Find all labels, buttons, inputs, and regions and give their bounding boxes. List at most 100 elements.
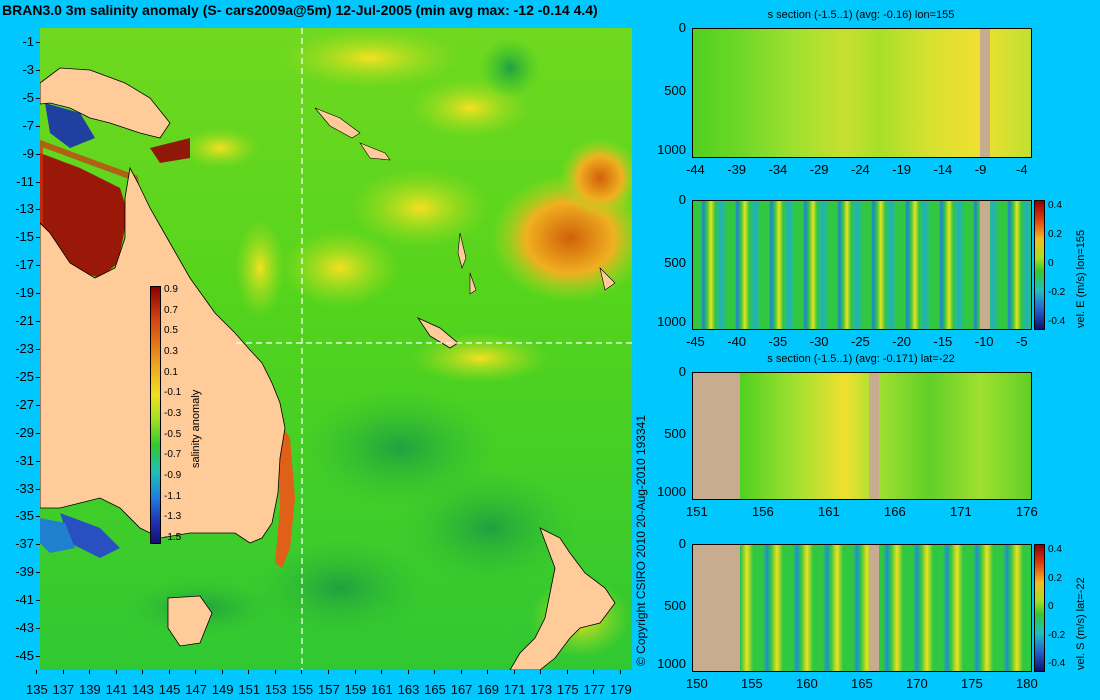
velocity-colorbar-tick: -0.4 xyxy=(1048,316,1066,327)
lon-tick-label: 169 xyxy=(477,682,499,697)
lat-tick-label: -3 xyxy=(22,61,34,77)
velocity-colorbar-tick: 0.2 xyxy=(1048,229,1062,240)
section-x-tick-label: 171 xyxy=(950,504,972,519)
lon-tick-label: 177 xyxy=(583,682,606,697)
lat-tick-label: -13 xyxy=(15,201,34,217)
section-x-tick-label: -30 xyxy=(809,334,829,349)
lon-tick-label: 173 xyxy=(530,682,553,697)
section-x-tick-label: -4 xyxy=(1016,162,1028,177)
depth-tick-label: 1000 xyxy=(657,142,686,157)
depth-tick-label: 500 xyxy=(664,426,686,441)
lon-tick-mark xyxy=(593,670,595,674)
section-plot xyxy=(692,372,1032,500)
lon-tick-label: 179 xyxy=(610,682,632,697)
section-x-tick-label: 160 xyxy=(796,676,818,691)
lon-tick-label: 141 xyxy=(105,682,128,697)
lon-tick-mark xyxy=(328,670,329,674)
section-x-tick-label: -45 xyxy=(686,334,705,349)
lat-tick-mark xyxy=(36,237,40,239)
lat-tick-label: -9 xyxy=(22,145,34,161)
lon-tick-mark xyxy=(434,670,436,674)
lat-tick-label: -41 xyxy=(15,592,34,608)
lon-tick-label: 149 xyxy=(211,682,234,697)
section-plot xyxy=(692,200,1032,330)
velocity-colorbar-label: vel. E (m/s) lon=155 xyxy=(1075,229,1087,328)
section-x-tick-label: -25 xyxy=(851,334,870,349)
lat-tick-mark xyxy=(36,321,40,323)
lat-tick-mark xyxy=(36,600,40,602)
section-x-tick-label: -39 xyxy=(727,162,747,177)
lat-tick-label: -35 xyxy=(15,508,34,524)
section-x-tick-label: -24 xyxy=(851,162,870,177)
lon-tick-mark xyxy=(301,670,303,674)
velocity-colorbar-label: vel. S (m/s) lat=-22 xyxy=(1075,577,1087,670)
velocity-colorbar-tick: 0 xyxy=(1048,601,1054,612)
lon-tick-label: 135 xyxy=(26,682,48,697)
land-mask xyxy=(693,373,741,499)
section-x-tick-label: -29 xyxy=(809,162,829,177)
velocity-colorbar-tick: -0.4 xyxy=(1048,658,1066,669)
velocity-colorbar-tick: 0.4 xyxy=(1048,200,1062,211)
lon-tick-label: 163 xyxy=(397,682,420,697)
lat-tick-label: -27 xyxy=(15,396,34,412)
lat-tick-mark xyxy=(36,265,40,267)
lat-tick-label: -31 xyxy=(15,452,34,468)
velocity-colorbar-tick: -0.2 xyxy=(1048,629,1066,641)
section-x-tick-label: 151 xyxy=(686,504,708,519)
lat-tick-label: -33 xyxy=(15,480,34,496)
lon-tick-label: 157 xyxy=(318,682,340,697)
lat-tick-label: -37 xyxy=(15,536,34,552)
lat-tick-mark xyxy=(36,488,40,490)
lon-tick-mark xyxy=(381,670,383,674)
lat-tick-label: -45 xyxy=(15,648,34,663)
lon-tick-mark xyxy=(89,670,91,674)
velocity-colorbar-tick: -0.2 xyxy=(1048,287,1066,298)
lat-tick-mark xyxy=(36,460,40,462)
lat-tick-label: -39 xyxy=(15,564,34,580)
lat-tick-mark xyxy=(36,153,40,155)
section-x-tick-label: -9 xyxy=(974,162,987,177)
section-x-tick-label: -15 xyxy=(933,334,953,349)
lon-tick-label: 139 xyxy=(79,682,101,697)
section-x-tick-label: 166 xyxy=(884,504,906,519)
lon-tick-mark xyxy=(36,670,37,674)
section-x-tick-label: 165 xyxy=(851,676,873,691)
map-colorbar-tick: -0.5 xyxy=(164,428,182,440)
lon-tick-mark xyxy=(195,670,197,674)
lat-tick-label: -15 xyxy=(15,229,34,245)
map-colorbar-tick: -1.3 xyxy=(164,511,182,523)
lat-tick-mark xyxy=(36,181,40,183)
lat-tick-label: -19 xyxy=(15,285,34,301)
map-colorbar-tick: -0.9 xyxy=(164,470,182,481)
depth-tick-label: 500 xyxy=(664,598,686,613)
section-x-tick-label: -35 xyxy=(768,334,788,349)
lat-tick-label: -23 xyxy=(15,341,34,356)
lat-tick-mark xyxy=(36,572,40,574)
section-x-tick-label: 155 xyxy=(741,676,763,691)
section-x-tick-label: 161 xyxy=(818,504,840,519)
depth-tick-label: 1000 xyxy=(657,314,686,329)
section-plot xyxy=(692,544,1032,672)
map-canvas xyxy=(40,28,632,670)
section-x-tick-label: 156 xyxy=(752,504,774,519)
depth-tick-label: 1000 xyxy=(657,656,686,671)
depth-tick-label: 0 xyxy=(678,364,686,379)
section-x-tick-label: -44 xyxy=(686,162,705,177)
section-plot xyxy=(692,28,1032,158)
lat-tick-mark xyxy=(36,97,40,99)
section-x-tick-label: 175 xyxy=(961,676,983,691)
lon-tick-mark xyxy=(566,670,568,674)
lon-tick-mark xyxy=(168,670,170,674)
lat-tick-label: -29 xyxy=(15,424,34,440)
lat-tick-label: -1 xyxy=(22,34,34,49)
lon-tick-label: 155 xyxy=(291,682,314,697)
land-mask xyxy=(693,545,741,671)
section-x-tick-label: 150 xyxy=(686,676,708,691)
lon-tick-mark xyxy=(115,670,117,674)
lon-tick-label: 167 xyxy=(450,682,473,697)
map-colorbar-tick: 0.3 xyxy=(164,346,178,357)
lon-tick-mark xyxy=(513,670,515,674)
lat-tick-mark xyxy=(36,42,40,43)
section-x-tick-label: -20 xyxy=(892,334,912,349)
salinity-map: 0.9 0.7 0.5 0.3 0.1 -0.1 -0.3 -0.5 -0.7 -0.9 -1.1 -… xyxy=(40,28,632,670)
